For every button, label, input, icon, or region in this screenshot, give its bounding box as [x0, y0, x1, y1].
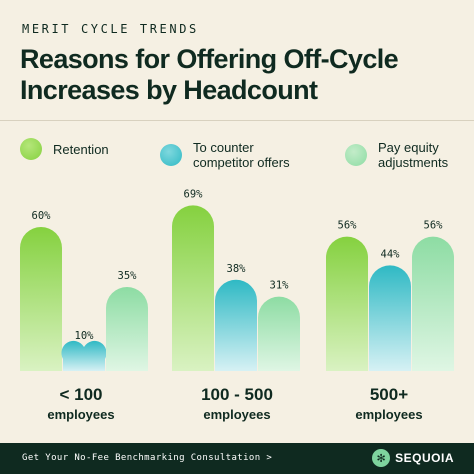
bar-value-label: 38% — [227, 263, 247, 275]
bar-value-label: 60% — [32, 210, 52, 222]
legend-swatch-retention — [20, 138, 42, 160]
group-label-500-plus: 500+ employees — [324, 384, 454, 424]
bar-value-label: 31% — [270, 280, 290, 292]
legend-item-competitor: To counter competitor offers — [160, 140, 313, 170]
group-label-under-100: < 100 employees — [16, 384, 146, 424]
sequoia-logo-icon: ✻ — [372, 449, 391, 467]
bar-pay-equity-adjustments-3 — [412, 236, 454, 371]
group-label-100-500: 100 - 500 employees — [172, 384, 302, 424]
legend-swatch-competitor — [160, 144, 182, 166]
bar-to-counter-competitor-offers-2 — [215, 279, 257, 371]
footer-bar: Get Your No-Fee Benchmarking Consultatio… — [0, 443, 474, 474]
bar-value-label: 10% — [75, 330, 95, 342]
group-label-line1: 500+ — [369, 385, 409, 404]
bar-value-label: 56% — [338, 220, 358, 232]
bar-value-label: 44% — [381, 248, 401, 260]
bar-pay-equity-adjustments-1 — [106, 287, 148, 371]
group-label-line1: 100 - 500 — [201, 385, 273, 404]
brand: ✻ SEQUOIA — [372, 449, 454, 467]
group-label-line2: employees — [47, 407, 115, 422]
header-divider — [0, 120, 474, 121]
bar-to-counter-competitor-offers-1 — [61, 340, 107, 371]
group-label-line2: employees — [203, 407, 271, 422]
legend-item-pay-equity: Pay equity adjustments — [345, 140, 468, 170]
bar-retention-3 — [326, 236, 368, 371]
bar-pay-equity-adjustments-2 — [258, 296, 300, 371]
legend-swatch-pay-equity — [345, 144, 367, 166]
bar-retention-2 — [172, 205, 214, 371]
bar-value-label: 69% — [184, 188, 204, 200]
bar-to-counter-competitor-offers-3 — [369, 265, 411, 371]
brand-name: SEQUOIA — [395, 451, 454, 465]
bar-value-label: 35% — [118, 270, 138, 282]
bars-layer — [20, 205, 454, 371]
group-label-line1: < 100 — [59, 385, 103, 404]
legend-label-retention: Retention — [53, 141, 109, 157]
eyebrow-label: MERIT CYCLE TRENDS — [22, 22, 199, 36]
group-label-line2: employees — [355, 407, 423, 422]
legend-label-pay-equity: Pay equity adjustments — [378, 140, 449, 170]
legend-label-competitor: To counter competitor offers — [193, 140, 290, 170]
bar-retention-1 — [20, 227, 62, 371]
chart-title: Reasons for Offering Off-Cycle Increases… — [20, 44, 399, 105]
benchmarking-consultation-link[interactable]: Get Your No-Fee Benchmarking Consultatio… — [22, 453, 273, 463]
legend-item-retention: Retention — [20, 138, 133, 160]
bar-value-label: 56% — [424, 220, 444, 232]
value-labels-layer: 60% 10% 35% 69% 38% 31% 56% 44% 56% — [32, 188, 444, 342]
